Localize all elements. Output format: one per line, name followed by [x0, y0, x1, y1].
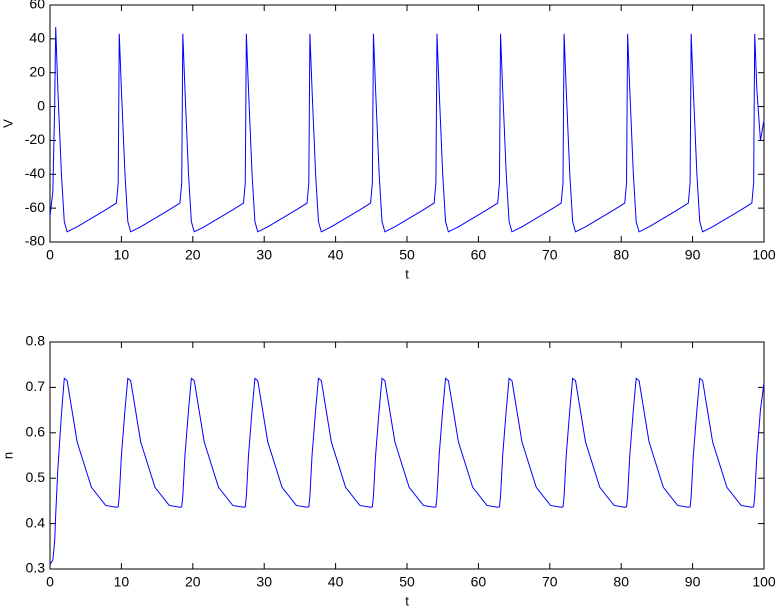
y-tick-label: -80 [25, 233, 45, 249]
data-line [49, 377, 765, 565]
x-tick-label: 50 [399, 574, 415, 590]
x-tick-label: 20 [185, 574, 201, 590]
y-tick-label: 0 [37, 97, 45, 113]
x-tick-label: 70 [542, 574, 558, 590]
y-tick-label: 0.8 [26, 333, 46, 349]
x-tick-label: 0 [46, 574, 54, 590]
x-axis-label: t [405, 266, 409, 281]
x-tick-label: 80 [613, 247, 629, 263]
x-tick-label: 40 [328, 247, 344, 263]
y-tick-label: 20 [29, 63, 45, 79]
x-tick-label: 70 [542, 247, 558, 263]
x-tick-label: 10 [114, 574, 130, 590]
x-tick-label: 40 [328, 574, 344, 590]
x-tick-label: 80 [613, 574, 629, 590]
x-tick-label: 90 [685, 574, 701, 590]
y-tick-label: 40 [29, 30, 45, 46]
y-tick-label: 0.3 [26, 560, 46, 576]
x-tick-label: 10 [114, 247, 130, 263]
x-tick-label: 100 [752, 574, 776, 590]
y-tick-label: -20 [25, 131, 45, 147]
axes-box [49, 4, 765, 243]
x-tick-label: 30 [256, 247, 272, 263]
data-line [49, 26, 765, 233]
y-tick-label: 0.7 [26, 378, 46, 394]
x-tick-label: 0 [46, 247, 54, 263]
x-tick-label: 50 [399, 247, 415, 263]
x-axis-label: t [405, 593, 409, 607]
y-tick-label: -40 [25, 165, 45, 181]
x-tick-label: 20 [185, 247, 201, 263]
y-axis-label: V [0, 119, 15, 128]
y-axis-label: n [0, 452, 15, 459]
x-tick-label: 30 [256, 574, 272, 590]
x-tick-label: 60 [471, 574, 487, 590]
y-tick-label: -60 [25, 199, 45, 215]
x-tick-label: 90 [685, 247, 701, 263]
x-tick-label: 60 [471, 247, 487, 263]
y-tick-label: 0.6 [26, 424, 46, 440]
axes-box [49, 341, 765, 570]
y-tick-label: 0.4 [26, 514, 46, 530]
y-tick-label: 0.5 [26, 469, 46, 485]
x-tick-label: 100 [752, 247, 776, 263]
y-tick-label: 60 [29, 0, 45, 12]
